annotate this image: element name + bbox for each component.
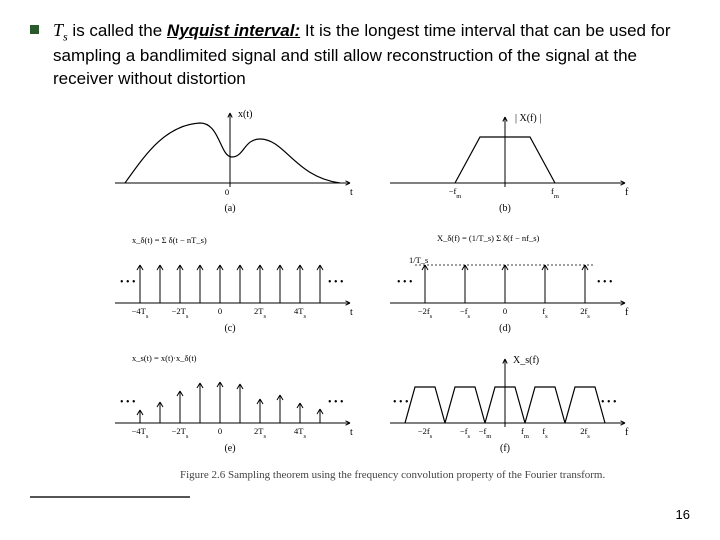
svg-text:−fm: −fm: [449, 186, 462, 200]
svg-text:fm: fm: [521, 426, 529, 440]
bullet-text: Ts is called the Nyquist interval: It is…: [53, 18, 690, 91]
svg-text:4Ts: 4Ts: [294, 306, 306, 320]
svg-text:• • •: • • •: [328, 397, 344, 408]
svg-text:1/T_s: 1/T_s: [409, 255, 428, 265]
svg-text:−4Ts: −4Ts: [132, 306, 149, 320]
svg-text:0: 0: [218, 426, 222, 436]
figure-caption: Figure 2.6 Sampling theorem using the fr…: [180, 469, 690, 481]
svg-text:−2Ts: −2Ts: [172, 306, 189, 320]
svg-text:−fs: −fs: [460, 306, 471, 320]
svg-text:(f): (f): [500, 443, 510, 454]
svg-text:−fm: −fm: [479, 426, 492, 440]
svg-text:(d): (d): [499, 323, 511, 334]
svg-text:−fs: −fs: [460, 426, 471, 440]
svg-text:−2Ts: −2Ts: [172, 426, 189, 440]
figure-2-6: x(t) t 0 (a) | X(f) | f −fm fm (b) t x_δ(t) = Σ δ(…: [90, 105, 690, 481]
svg-text:fs: fs: [542, 426, 548, 440]
svg-text:2fs: 2fs: [580, 426, 590, 440]
svg-text:2Ts: 2Ts: [254, 426, 266, 440]
svg-text:(c): (c): [224, 323, 235, 334]
svg-text:2Ts: 2Ts: [254, 306, 266, 320]
svg-text:(b): (b): [499, 203, 511, 214]
footer-rule: [30, 496, 190, 498]
svg-text:X_δ(f) = (1/T_s) Σ δ(f − nf_s): X_δ(f) = (1/T_s) Σ δ(f − nf_s): [437, 233, 539, 243]
svg-text:0: 0: [218, 306, 222, 316]
svg-text:x_s(t) = x(t)·x_δ(t): x_s(t) = x(t)·x_δ(t): [132, 353, 197, 363]
svg-text:−4Ts: −4Ts: [132, 426, 149, 440]
svg-text:0: 0: [503, 306, 507, 316]
svg-text:• • •: • • •: [601, 397, 617, 408]
svg-text:• • •: • • •: [328, 277, 344, 288]
svg-text:X_s(f): X_s(f): [513, 355, 539, 366]
bullet-item: Ts is called the Nyquist interval: It is…: [30, 18, 690, 91]
svg-text:f: f: [625, 187, 629, 198]
svg-text:t: t: [350, 187, 353, 198]
svg-text:x(t): x(t): [238, 109, 252, 120]
svg-text:• • •: • • •: [120, 277, 136, 288]
svg-text:(e): (e): [224, 443, 235, 454]
page-number: 16: [676, 507, 690, 522]
svg-text:fm: fm: [551, 186, 559, 200]
svg-text:0: 0: [225, 187, 229, 197]
svg-text:(a): (a): [224, 203, 235, 214]
svg-text:• • •: • • •: [597, 277, 613, 288]
svg-text:−2fs: −2fs: [418, 426, 433, 440]
svg-text:f: f: [625, 427, 629, 438]
bullet-marker: [30, 25, 39, 34]
svg-text:• • •: • • •: [120, 397, 136, 408]
svg-text:f: f: [625, 307, 629, 318]
svg-text:x_δ(t) = Σ δ(t − nT_s): x_δ(t) = Σ δ(t − nT_s): [132, 235, 207, 245]
svg-text:| X(f) |: | X(f) |: [515, 113, 541, 124]
svg-text:• • •: • • •: [393, 397, 409, 408]
svg-text:2fs: 2fs: [580, 306, 590, 320]
svg-text:4Ts: 4Ts: [294, 426, 306, 440]
svg-text:fs: fs: [542, 306, 548, 320]
svg-text:−2fs: −2fs: [418, 306, 433, 320]
svg-text:t: t: [350, 307, 353, 318]
svg-text:t: t: [350, 427, 353, 438]
svg-text:• • •: • • •: [397, 277, 413, 288]
